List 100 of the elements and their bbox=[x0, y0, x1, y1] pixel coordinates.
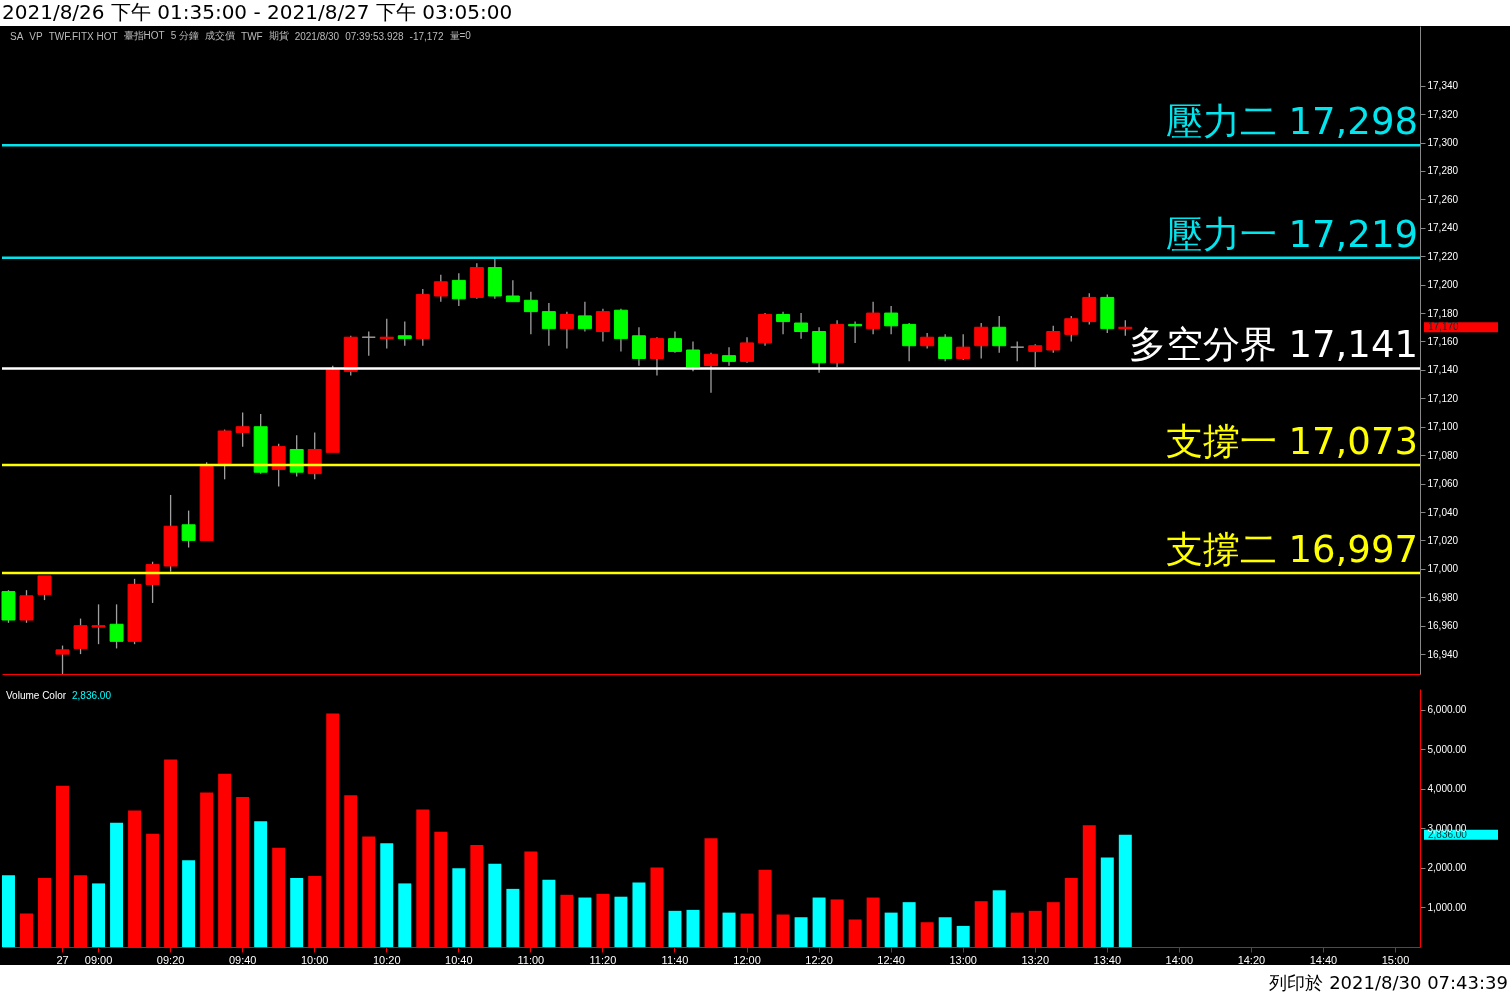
candlestick bbox=[776, 310, 791, 336]
candlestick bbox=[667, 330, 682, 354]
bar bbox=[452, 868, 466, 947]
bar bbox=[722, 912, 736, 947]
candlestick bbox=[541, 302, 556, 347]
y-tick-label: 16,980 bbox=[1427, 591, 1459, 603]
candlestick bbox=[397, 320, 412, 347]
bar bbox=[1100, 857, 1114, 947]
y-tick-label: 5,000.00 bbox=[1427, 743, 1467, 755]
bar bbox=[812, 897, 826, 947]
y-tick-label: 16,940 bbox=[1427, 648, 1459, 660]
y-tick-label: 17,120 bbox=[1427, 392, 1459, 404]
x-tick-label: 10:20 bbox=[373, 953, 401, 966]
x-tick-label: 10:00 bbox=[300, 953, 329, 966]
x-tick-label: 15:00 bbox=[1381, 953, 1410, 966]
x-tick-label: 11:00 bbox=[517, 953, 545, 966]
x-tick-label: 12:20 bbox=[805, 953, 833, 966]
annotation: TWF bbox=[241, 30, 263, 42]
y-tick-label: 17,320 bbox=[1427, 108, 1459, 120]
ref-line-label: 壓力一 17,219 bbox=[1165, 212, 1418, 256]
bar bbox=[92, 883, 106, 947]
candlestick bbox=[451, 272, 466, 307]
candlestick bbox=[992, 315, 1007, 354]
annotation: SA bbox=[10, 30, 24, 42]
x-tick-label: 12:00 bbox=[733, 953, 761, 966]
y-tick-label: 17,080 bbox=[1427, 449, 1459, 461]
y-tick-label: 17,260 bbox=[1427, 193, 1459, 205]
candlestick bbox=[1064, 315, 1079, 343]
y-tick-label: 17,340 bbox=[1427, 80, 1459, 92]
candlestick bbox=[938, 333, 953, 363]
y-tick-label: 17,180 bbox=[1427, 307, 1459, 319]
x-tick-label: 13:00 bbox=[949, 953, 977, 966]
bar bbox=[1118, 834, 1132, 947]
y-tick-label: 17,060 bbox=[1427, 478, 1459, 490]
y-tick-label: 4,000.00 bbox=[1427, 783, 1467, 795]
bar bbox=[290, 877, 304, 947]
bar bbox=[398, 883, 412, 947]
y-tick-label: 6,000.00 bbox=[1427, 704, 1467, 716]
bar bbox=[686, 909, 700, 947]
x-tick-label: 09:20 bbox=[156, 953, 185, 966]
annotation: 2021/8/30 bbox=[294, 30, 340, 42]
y-tick-label: 17,280 bbox=[1427, 165, 1459, 177]
x-tick-label: 13:40 bbox=[1093, 953, 1122, 966]
y-tick-label: 17,300 bbox=[1427, 137, 1459, 149]
x-tick-label: 13:20 bbox=[1021, 953, 1049, 966]
candlestick bbox=[704, 352, 718, 394]
candlestick bbox=[145, 561, 160, 604]
candlestick bbox=[37, 575, 52, 601]
x-tick-label: 10:40 bbox=[445, 953, 473, 966]
bar bbox=[794, 917, 808, 947]
annotation: 量=0 bbox=[449, 29, 471, 43]
candlestick bbox=[794, 312, 809, 340]
y-tick-label: 17,220 bbox=[1427, 250, 1459, 262]
y-tick-label: 1,000.00 bbox=[1427, 901, 1467, 913]
candlestick bbox=[91, 603, 106, 645]
bar bbox=[2, 875, 15, 947]
candlestick bbox=[235, 411, 250, 448]
text: 17,170 bbox=[1428, 321, 1460, 333]
ref-line-label: 支撐一 17,073 bbox=[1165, 420, 1418, 464]
annotation: TWF.FITX HOT bbox=[48, 30, 118, 42]
ref-line-label: 壓力二 17,298 bbox=[1165, 100, 1418, 144]
candlestick bbox=[974, 322, 989, 360]
annotation: 臺指HOT bbox=[123, 29, 165, 43]
annotation: VP bbox=[29, 30, 43, 42]
candlestick bbox=[740, 336, 755, 364]
annotation: -17,172 bbox=[409, 30, 444, 42]
y-tick-label: 17,140 bbox=[1427, 364, 1459, 376]
bar bbox=[182, 860, 196, 947]
ref-line-label: 多空分界 17,141 bbox=[1128, 323, 1418, 367]
candlestick bbox=[505, 279, 520, 303]
y-tick-label: 17,160 bbox=[1427, 335, 1459, 347]
candlestick bbox=[1046, 325, 1061, 354]
bar bbox=[578, 897, 592, 947]
candlestick bbox=[595, 308, 610, 343]
candlestick bbox=[884, 305, 899, 336]
annotation: 5 分鐘 bbox=[170, 29, 200, 43]
bar bbox=[956, 925, 970, 947]
y-tick-label: 2,000.00 bbox=[1427, 862, 1467, 874]
annotation: 07:39:53.928 bbox=[345, 30, 404, 42]
candlestick bbox=[109, 603, 124, 650]
x-tick-label: 27 bbox=[56, 953, 69, 966]
x-tick-label: 09:40 bbox=[228, 953, 257, 966]
y-tick-label: 17,000 bbox=[1427, 563, 1459, 575]
bar bbox=[380, 843, 394, 947]
candlestick bbox=[361, 330, 376, 357]
candlestick bbox=[866, 301, 881, 336]
candlestick bbox=[559, 310, 574, 350]
bar bbox=[254, 821, 268, 947]
candlestick bbox=[631, 326, 646, 367]
y-tick-label: 17,200 bbox=[1427, 279, 1459, 291]
candlestick bbox=[271, 443, 286, 488]
y-tick-label: 17,020 bbox=[1427, 534, 1459, 546]
bar bbox=[110, 822, 124, 947]
candlestick bbox=[1028, 343, 1043, 368]
x-tick-label: 12:40 bbox=[877, 953, 905, 966]
candlestick bbox=[686, 340, 700, 372]
bar bbox=[506, 888, 520, 947]
bar bbox=[542, 879, 556, 947]
candlestick bbox=[577, 301, 592, 333]
x-tick-label: 14:40 bbox=[1309, 953, 1338, 966]
